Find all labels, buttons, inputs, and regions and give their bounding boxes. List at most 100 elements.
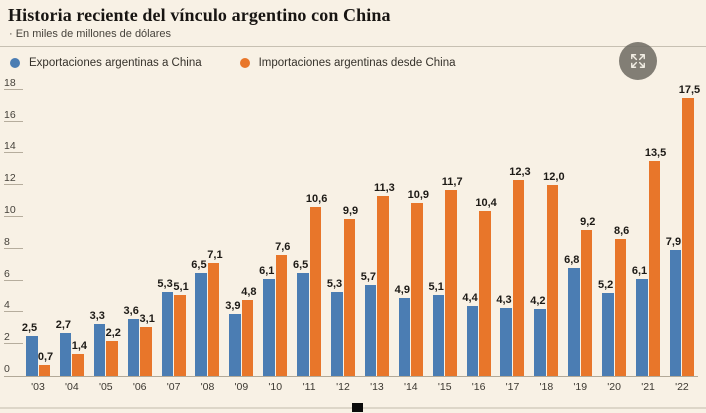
exports-bar-10[interactable] <box>263 279 275 376</box>
exports-bar-09[interactable] <box>229 314 241 376</box>
x-axis-baseline <box>4 376 698 377</box>
y-tick-label: 6 <box>4 267 10 280</box>
bar-group-19: 6,8 9,2 '19 <box>564 80 596 393</box>
exports-bar-15[interactable] <box>432 294 445 376</box>
y-tick-label: 10 <box>4 204 16 216</box>
value-label: 2,7 <box>55 319 72 332</box>
x-axis-label: '19 <box>573 381 588 393</box>
value-label: 5,3 <box>157 277 173 290</box>
value-label: 11,7 <box>441 175 463 188</box>
exports-bar-20[interactable] <box>602 293 614 376</box>
exports-bar-12[interactable] <box>331 291 343 376</box>
value-label: 7,1 <box>207 249 223 262</box>
imports-bar-15[interactable] <box>445 189 457 376</box>
imports-bar-22[interactable] <box>682 97 694 376</box>
x-axis-label: '08 <box>200 381 215 393</box>
exports-bar-05[interactable] <box>93 323 106 376</box>
x-axis-label: '09 <box>234 381 249 393</box>
bar-group-06: 3,6 3,1 '06 <box>124 80 155 393</box>
y-tick-mark <box>4 279 23 281</box>
y-tick-label: 12 <box>4 172 16 185</box>
bar-group-09: 3,9 4,8 '09 <box>225 80 256 393</box>
x-axis-label: '20 <box>607 381 621 393</box>
imports-bar-05[interactable] <box>106 341 118 376</box>
imports-bar-17[interactable] <box>512 180 525 376</box>
value-label: 6,1 <box>259 265 275 278</box>
x-axis-label: '03 <box>31 381 45 393</box>
exports-bar-07[interactable] <box>161 291 174 376</box>
imports-bar-11[interactable] <box>309 207 322 376</box>
bar-group-21: 6,1 13,5 '21 <box>632 80 666 393</box>
exports-bar-19[interactable] <box>568 267 580 376</box>
y-tick-mark <box>4 152 23 154</box>
value-label: 12,0 <box>543 171 565 184</box>
bar-group-07: 5,3 5,1 '07 <box>157 80 188 393</box>
exports-bar-11[interactable] <box>297 272 309 376</box>
imports-bar-03[interactable] <box>38 364 50 376</box>
legend-dot-icon <box>10 58 20 68</box>
bar-group-18: 4,2 12,0 '18 <box>530 80 564 393</box>
imports-bar-08[interactable] <box>207 263 220 376</box>
exports-bar-22[interactable] <box>669 250 682 376</box>
exports-bar-17[interactable] <box>500 307 512 376</box>
value-label: 5,7 <box>360 271 377 284</box>
imports-bar-18[interactable] <box>546 185 559 376</box>
x-axis-label: '18 <box>539 381 554 393</box>
value-label: 17,5 <box>678 83 701 96</box>
x-axis-label: '04 <box>65 381 79 393</box>
timeline-scrubber[interactable] <box>0 400 706 413</box>
imports-bar-10[interactable] <box>275 255 288 376</box>
exports-bar-03[interactable] <box>26 336 38 376</box>
legend-item-exports[interactable]: Exportaciones argentinas a China <box>10 57 202 69</box>
imports-bar-04[interactable] <box>72 353 84 376</box>
legend-label: Exportaciones argentinas a China <box>29 57 202 69</box>
imports-bar-13[interactable] <box>377 196 389 376</box>
value-label: 5,2 <box>597 279 614 292</box>
imports-bar-09[interactable] <box>241 299 254 376</box>
exports-bar-04[interactable] <box>59 333 72 376</box>
imports-bar-06[interactable] <box>140 326 152 376</box>
exports-bar-16[interactable] <box>466 306 479 376</box>
value-label: 4,2 <box>530 295 546 308</box>
x-axis-label: '21 <box>641 381 655 393</box>
exports-bar-14[interactable] <box>398 298 411 376</box>
value-label: 9,2 <box>580 215 596 228</box>
bar-group-03: 2,5 0,7 '03 <box>22 80 53 393</box>
value-label: 4,4 <box>462 292 478 305</box>
imports-bar-12[interactable] <box>343 218 356 376</box>
x-axis-label: '16 <box>471 381 486 393</box>
value-label: 3,1 <box>139 312 155 325</box>
imports-bar-07[interactable] <box>174 294 186 376</box>
y-tick-label: 4 <box>4 299 10 312</box>
imports-bar-20[interactable] <box>614 239 627 376</box>
bar-group-13: 5,7 11,3 '13 <box>361 80 395 393</box>
x-axis-label: '22 <box>675 381 689 393</box>
x-axis-label: '11 <box>302 381 316 393</box>
value-label: 10,4 <box>475 196 497 209</box>
exports-bar-08[interactable] <box>195 272 207 376</box>
exports-bar-13[interactable] <box>364 285 377 376</box>
y-tick-mark <box>4 184 23 186</box>
bar-group-04: 2,7 1,4 '04 <box>56 80 87 393</box>
value-label: 2,2 <box>105 327 121 340</box>
expand-button[interactable] <box>619 42 657 80</box>
y-tick-mark <box>4 120 23 122</box>
bar-group-15: 5,1 11,7 '15 <box>429 80 463 393</box>
y-tick-label: 8 <box>4 235 10 248</box>
exports-bar-21[interactable] <box>636 279 648 376</box>
value-label: 6,1 <box>631 265 648 278</box>
bar-chart: 0 2 4 6 8 10 12 14 16 18 2,5 0,7 '03 2,7 1,4 '04 3,3 2,2… <box>0 77 706 393</box>
imports-bar-14[interactable] <box>411 202 423 376</box>
bar-group-14: 4,9 10,9 '14 <box>395 80 429 393</box>
legend-item-imports[interactable]: Importaciones argentinas desde China <box>239 57 456 69</box>
exports-bar-06[interactable] <box>127 318 140 376</box>
imports-bar-16[interactable] <box>479 210 491 376</box>
bar-group-12: 5,3 9,9 '12 <box>327 80 358 393</box>
y-tick-label: 2 <box>4 331 10 344</box>
value-label: 13,5 <box>644 147 667 160</box>
imports-bar-19[interactable] <box>580 229 593 376</box>
y-tick-label: 0 <box>4 363 10 375</box>
imports-bar-21[interactable] <box>648 161 661 376</box>
exports-bar-18[interactable] <box>534 309 546 376</box>
scrubber-handle[interactable] <box>352 403 363 412</box>
